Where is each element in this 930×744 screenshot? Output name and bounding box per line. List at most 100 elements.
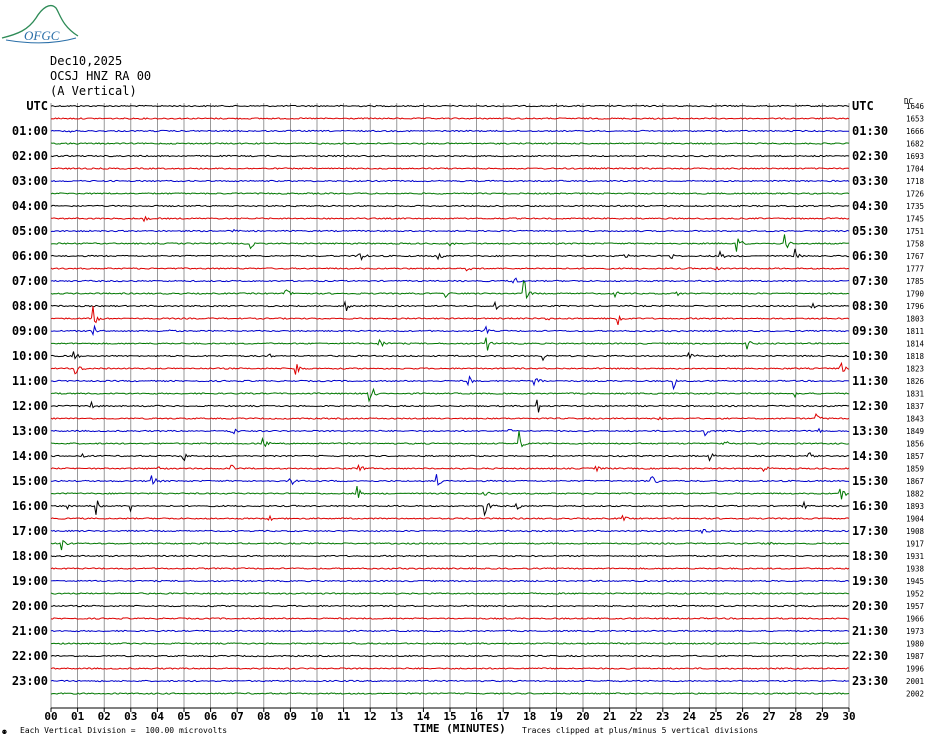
dc-offset-label: 1849 — [906, 427, 924, 436]
dc-offset-label: 1758 — [906, 240, 925, 249]
trace-line — [50, 452, 850, 462]
x-tick-label: 28 — [789, 710, 802, 723]
x-tick-label: 13 — [390, 710, 403, 723]
right-hour-label: 15:30 — [852, 474, 888, 488]
dc-offset-label: 1777 — [906, 265, 924, 274]
left-hour-label: 23:00 — [12, 674, 48, 688]
left-hour-label: 14:00 — [12, 449, 48, 463]
left-hour-label: 04:00 — [12, 199, 48, 213]
right-hour-label: 22:30 — [852, 649, 888, 663]
trace-line — [50, 204, 850, 208]
right-hour-label: 11:30 — [852, 374, 888, 388]
logo-mountain-curve — [1, 4, 79, 39]
trace-line — [50, 179, 850, 183]
right-hour-label: 17:30 — [852, 524, 888, 538]
trace-line — [50, 617, 850, 620]
dc-offset-label: 1882 — [906, 490, 924, 499]
left-hour-label: 08:00 — [12, 299, 48, 313]
right-hour-label: 10:30 — [852, 349, 888, 363]
dc-offset-label: 1666 — [906, 127, 925, 136]
x-tick-label: 29 — [816, 710, 829, 723]
x-tick-label: 12 — [364, 710, 377, 723]
dc-offset-label: 1843 — [906, 415, 924, 424]
trace-line — [50, 430, 850, 448]
dc-offset-label: 1767 — [906, 252, 924, 261]
x-tick-label: 01 — [71, 710, 85, 723]
dc-offset-label: 1785 — [906, 277, 924, 286]
dc-offset-label: 1831 — [906, 390, 924, 399]
x-tick-label: 22 — [630, 710, 643, 723]
x-tick-label: 07 — [231, 710, 244, 723]
dc-offset-label: 1987 — [906, 652, 924, 661]
right-hour-label: 04:30 — [852, 199, 888, 213]
trace-line — [50, 514, 850, 522]
trace-line — [50, 529, 850, 535]
trace-line — [50, 604, 850, 608]
x-tick-label: 25 — [709, 710, 722, 723]
x-tick-label: 14 — [417, 710, 431, 723]
dc-offset-label: 1823 — [906, 365, 924, 374]
trace-line — [50, 486, 849, 500]
right-hour-label: 07:30 — [852, 274, 888, 288]
dc-offset-label: 1904 — [906, 515, 925, 524]
logo-text: OFGC — [24, 28, 60, 43]
left-hour-label: 15:00 — [12, 474, 48, 488]
trace-line — [50, 592, 850, 595]
left-hour-label: 13:00 — [12, 424, 48, 438]
x-tick-label: 21 — [603, 710, 617, 723]
trace-line — [51, 375, 850, 391]
dc-offset-label: 1973 — [906, 627, 924, 636]
trace-line — [50, 248, 849, 261]
scale-note: Each Vertical Division = 100.00 microvol… — [20, 726, 228, 735]
trace-line — [50, 129, 849, 133]
trace-line — [50, 412, 850, 421]
trace-line — [50, 266, 850, 272]
x-tick-label: 10 — [310, 710, 323, 723]
left-hour-label: 01:00 — [12, 124, 48, 138]
right-hour-label: 13:30 — [852, 424, 888, 438]
trace-line — [50, 399, 849, 413]
trace-line — [50, 500, 850, 517]
trace-line — [50, 667, 850, 670]
right-hour-label: 16:30 — [852, 499, 888, 513]
trace-line — [50, 579, 850, 583]
x-tick-label: 24 — [683, 710, 697, 723]
trace-line — [50, 234, 850, 252]
trace-line — [50, 427, 850, 437]
right-hour-label: 14:30 — [852, 449, 888, 463]
ofgc-logo: OFGC — [1, 4, 79, 44]
dc-offset-label: 1931 — [906, 552, 924, 561]
left-hour-label: UTC — [26, 99, 48, 113]
right-hour-label: 05:30 — [852, 224, 888, 238]
trace-line — [50, 692, 850, 695]
dc-offset-label: 1966 — [906, 615, 925, 624]
dc-offset-label: 1893 — [906, 502, 924, 511]
trace-line — [50, 387, 850, 403]
x-tick-label: 02 — [98, 710, 111, 723]
right-hour-label: 20:30 — [852, 599, 888, 613]
x-tick-label: 09 — [284, 710, 297, 723]
logo-swoosh — [5, 37, 77, 44]
dc-offset-label: 1837 — [906, 402, 924, 411]
left-hour-label: 09:00 — [12, 324, 48, 338]
left-hour-label: 20:00 — [12, 599, 48, 613]
dc-offset-label: 1952 — [906, 590, 924, 599]
dc-offset-label: 1735 — [906, 202, 924, 211]
dc-offset-label: 1745 — [906, 215, 924, 224]
x-tick-label: 17 — [497, 710, 510, 723]
left-hour-label: 12:00 — [12, 399, 48, 413]
trace-line — [50, 351, 849, 362]
trace-line — [50, 474, 850, 486]
axis-labels: 00 01 02 03 04 05 06 07 08 09 10 11 12 13 14 15 16 17 18 19… — [12, 97, 925, 723]
dc-offset-label: 1646 — [906, 102, 925, 111]
trace-line — [50, 361, 850, 375]
dc-offset-label: 1751 — [906, 227, 924, 236]
dc-offset-label: 1704 — [906, 165, 925, 174]
dc-offset-label: 1859 — [906, 465, 924, 474]
header-station: OCSJ HNZ RA 00 — [50, 69, 152, 83]
dc-offset-label: 1856 — [906, 440, 925, 449]
dc-offset-label: 1857 — [906, 452, 924, 461]
corner-mark: ⚉ — [2, 727, 7, 736]
x-tick-label: 16 — [470, 710, 484, 723]
